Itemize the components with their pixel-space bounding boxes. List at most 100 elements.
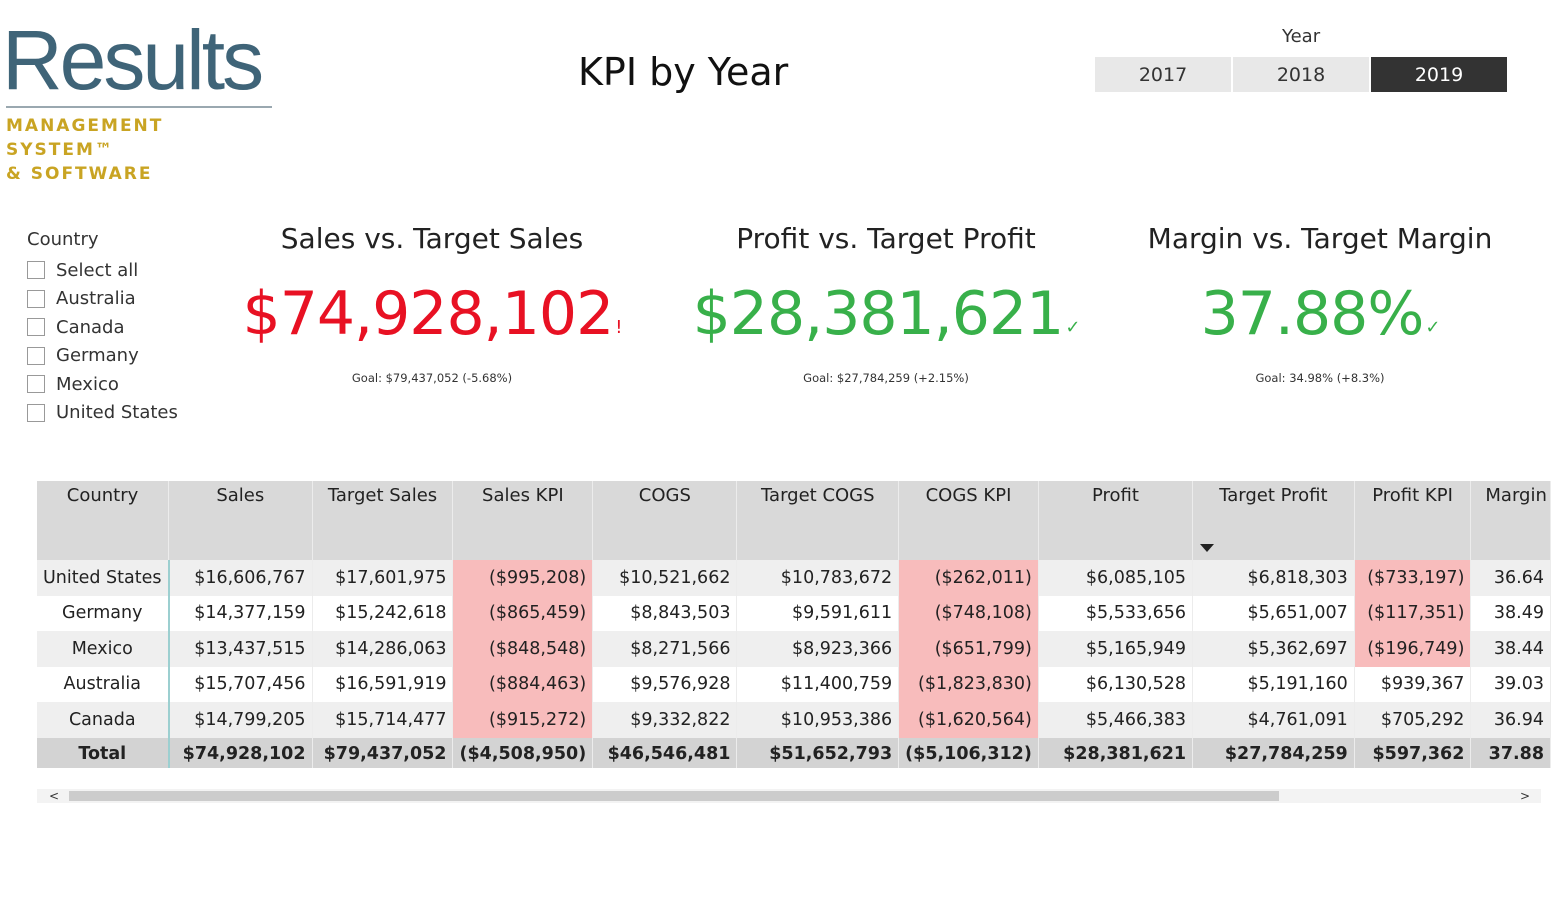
table-horizontal-scrollbar[interactable]: < >	[37, 789, 1541, 803]
country-option-germany[interactable]: Germany	[27, 342, 178, 371]
cell-sales: $74,928,102	[168, 737, 313, 768]
country-option-australia[interactable]: Australia	[27, 285, 178, 314]
column-header-country[interactable]: Country	[37, 481, 170, 560]
column-header-profit[interactable]: Profit	[1038, 481, 1194, 560]
cell-target-sales: $79,437,052	[312, 737, 454, 768]
table-row: Australia $15,707,456 $16,591,919 ($884,…	[37, 666, 1551, 702]
cell-target-profit: $5,191,160	[1192, 666, 1355, 702]
cell-cogs-kpi: ($651,799)	[898, 631, 1039, 667]
cell-profit-kpi: ($117,351)	[1354, 595, 1472, 631]
column-header-cogs-kpi[interactable]: COGS KPI	[898, 481, 1039, 560]
cell-target-sales: $15,242,618	[312, 595, 454, 631]
kpi-table: Country Sales Target Sales Sales KPI COG…	[37, 481, 1551, 768]
cell-sales-kpi: ($865,459)	[452, 595, 594, 631]
cell-cogs-kpi: ($748,108)	[898, 595, 1039, 631]
cell-margin: 38.49	[1470, 595, 1551, 631]
country-option-label: Select all	[56, 259, 139, 281]
cell-margin: 36.94	[1470, 702, 1551, 738]
checkbox-icon[interactable]	[27, 261, 45, 280]
table-row: Canada $14,799,205 $15,714,477 ($915,272…	[37, 702, 1551, 738]
kpi-value: $28,381,621 ✓	[693, 281, 1081, 361]
cell-target-profit: $27,784,259	[1192, 737, 1355, 768]
kpi-value-text: $28,381,621	[692, 279, 1065, 349]
country-option-select-all[interactable]: Select all	[27, 256, 178, 285]
exclamation-icon: !	[615, 317, 622, 338]
checkbox-icon[interactable]	[27, 289, 45, 308]
table-row: Germany $14,377,159 $15,242,618 ($865,45…	[37, 595, 1551, 631]
logo-subtitle-line2: & SOFTWARE	[6, 164, 153, 184]
country-option-canada[interactable]: Canada	[27, 313, 178, 342]
cell-target-profit: $5,362,697	[1192, 631, 1355, 667]
cell-cogs: $10,521,662	[592, 560, 738, 596]
cell-profit-kpi: ($733,197)	[1354, 560, 1472, 596]
country-slicer: Country Select all Australia Canada Germ…	[27, 229, 178, 427]
cell-target-sales: $15,714,477	[312, 702, 454, 738]
cell-target-sales: $16,591,919	[312, 666, 454, 702]
checkmark-icon: ✓	[1065, 317, 1080, 338]
cell-cogs-kpi: ($262,011)	[898, 560, 1039, 596]
cell-target-sales: $14,286,063	[312, 631, 454, 667]
column-header-target-sales[interactable]: Target Sales	[312, 481, 454, 560]
column-header-target-cogs[interactable]: Target COGS	[736, 481, 900, 560]
checkbox-icon[interactable]	[27, 375, 45, 394]
cell-profit: $6,130,528	[1038, 666, 1194, 702]
column-header-profit-kpi[interactable]: Profit KPI	[1354, 481, 1472, 560]
kpi-goal: Goal: $27,784,259 (+2.15%)	[803, 371, 969, 385]
logo-subtitle-line1: MANAGEMENT SYSTEM™	[6, 116, 164, 160]
scrollbar-thumb[interactable]	[69, 791, 1279, 801]
column-header-sales[interactable]: Sales	[168, 481, 313, 560]
cell-country: Australia	[37, 666, 170, 702]
cell-cogs: $9,332,822	[592, 702, 738, 738]
year-button-2019[interactable]: 2019	[1371, 57, 1507, 92]
checkbox-icon[interactable]	[27, 318, 45, 337]
kpi-goal: Goal: 34.98% (+8.3%)	[1255, 371, 1385, 385]
results-logo: Results MANAGEMENT SYSTEM™ & SOFTWARE	[2, 18, 272, 186]
cell-profit: $5,165,949	[1038, 631, 1194, 667]
cell-sales-kpi: ($915,272)	[452, 702, 594, 738]
kpi-value-text: $74,928,102	[242, 279, 615, 349]
cell-target-profit: $4,761,091	[1192, 702, 1355, 738]
column-header-target-profit[interactable]: Target Profit	[1192, 481, 1355, 560]
cell-cogs: $8,271,566	[592, 631, 738, 667]
kpi-goal: Goal: $79,437,052 (-5.68%)	[351, 371, 513, 385]
year-button-2018[interactable]: 2018	[1233, 57, 1369, 92]
cell-margin: 39.03	[1470, 666, 1551, 702]
column-header-sales-kpi[interactable]: Sales KPI	[452, 481, 594, 560]
cell-country: Total	[37, 737, 170, 768]
table-header-row: Country Sales Target Sales Sales KPI COG…	[37, 481, 1551, 560]
kpi-card-margin: Margin vs. Target Margin 37.88% ✓ Goal: …	[1140, 222, 1500, 385]
cell-profit-kpi: $705,292	[1354, 702, 1472, 738]
year-button-2017[interactable]: 2017	[1095, 57, 1231, 92]
country-option-mexico[interactable]: Mexico	[27, 370, 178, 399]
kpi-title: Profit vs. Target Profit	[736, 222, 1036, 255]
cell-sales-kpi: ($884,463)	[452, 666, 594, 702]
cell-profit-kpi: ($196,749)	[1354, 631, 1472, 667]
cell-target-cogs: $10,953,386	[736, 702, 900, 738]
cell-target-cogs: $51,652,793	[736, 737, 900, 768]
table-total-row: Total $74,928,102 $79,437,052 ($4,508,95…	[37, 737, 1551, 768]
kpi-value: $74,928,102 !	[243, 281, 623, 361]
cell-sales: $14,799,205	[168, 702, 313, 738]
cell-margin: 38.44	[1470, 631, 1551, 667]
cell-country: United States	[37, 560, 170, 596]
cell-profit: $28,381,621	[1038, 737, 1194, 768]
cell-sales: $16,606,767	[168, 560, 313, 596]
checkbox-icon[interactable]	[27, 346, 45, 365]
cell-country: Mexico	[37, 631, 170, 667]
cell-margin: 36.64	[1470, 560, 1551, 596]
cell-profit: $6,085,105	[1038, 560, 1194, 596]
cell-target-cogs: $10,783,672	[736, 560, 900, 596]
cell-target-sales: $17,601,975	[312, 560, 454, 596]
cell-sales-kpi: ($4,508,950)	[452, 737, 594, 768]
country-slicer-title: Country	[27, 229, 99, 250]
sort-descending-icon	[1200, 544, 1215, 552]
scroll-right-icon[interactable]: >	[1520, 789, 1531, 803]
scroll-left-icon[interactable]: <	[49, 789, 60, 803]
column-header-cogs[interactable]: COGS	[592, 481, 738, 560]
country-option-united-states[interactable]: United States	[27, 399, 178, 428]
logo-wordmark: Results	[2, 13, 264, 107]
column-header-margin[interactable]: Margin	[1470, 481, 1551, 560]
logo-divider	[6, 106, 272, 108]
country-option-label: Mexico	[56, 373, 119, 395]
checkbox-icon[interactable]	[27, 403, 45, 422]
